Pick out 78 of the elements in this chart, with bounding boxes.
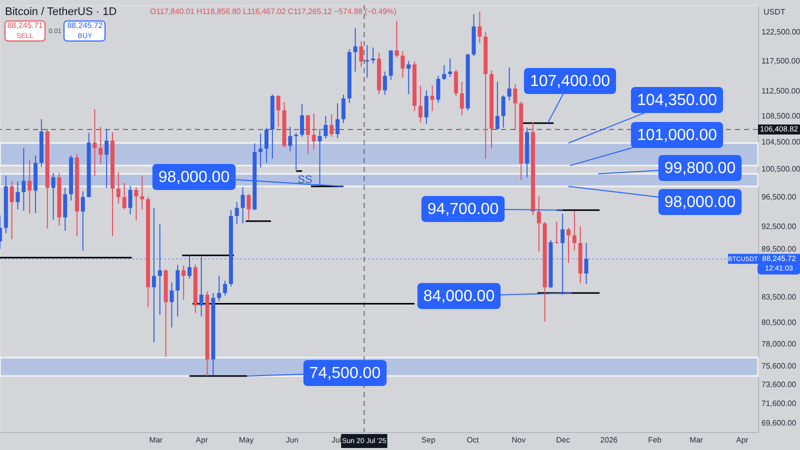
candlestick xyxy=(199,256,204,317)
candlestick xyxy=(448,58,452,78)
candlestick xyxy=(442,64,446,81)
annotation: 101,000.00 xyxy=(636,127,718,144)
candlestick xyxy=(359,40,364,68)
candlestick xyxy=(98,126,103,165)
candlestick xyxy=(424,90,428,124)
candlestick xyxy=(336,102,340,139)
candlestick xyxy=(572,210,576,252)
candlestick xyxy=(234,202,239,225)
candlestick xyxy=(584,242,588,284)
candlestick xyxy=(507,66,512,101)
candlestick xyxy=(495,81,500,130)
candlestick xyxy=(92,108,97,176)
candlestick xyxy=(80,190,85,252)
candlestick xyxy=(306,114,310,155)
candlestick xyxy=(128,185,132,215)
candlestick xyxy=(394,20,399,58)
chart-title: Bitcoin / TetherUS · 1D xyxy=(5,6,117,18)
candlestick xyxy=(51,172,56,220)
candlestick xyxy=(276,94,280,128)
candlestick xyxy=(170,282,174,328)
candlestick xyxy=(258,132,263,168)
candlestick xyxy=(454,69,458,96)
annotation: 98,000.00 xyxy=(158,169,230,186)
candlestick xyxy=(436,75,440,104)
candlestick xyxy=(152,207,156,343)
candlestick xyxy=(536,196,541,252)
candlestick xyxy=(566,227,570,264)
candlestick xyxy=(353,28,358,72)
candlestick xyxy=(501,94,506,128)
candlestick xyxy=(10,180,14,240)
candlestick xyxy=(63,187,68,232)
candlestick xyxy=(554,221,559,244)
candlestick xyxy=(176,264,180,317)
candlestick xyxy=(122,182,126,210)
candlestick xyxy=(188,254,192,279)
candlestick xyxy=(430,84,434,112)
candlestick xyxy=(382,71,387,96)
candlestick xyxy=(22,147,26,212)
annotation: 99,800.00 xyxy=(664,160,736,177)
candlestick xyxy=(318,128,322,186)
candlestick xyxy=(288,126,292,152)
candlestick xyxy=(246,194,251,220)
candlestick xyxy=(300,104,304,138)
annotation: 98,000.00 xyxy=(664,194,736,211)
annotation: 107,400.00 xyxy=(530,73,610,90)
candlestick xyxy=(104,128,109,188)
candlestick xyxy=(406,60,411,95)
candlestick xyxy=(324,116,328,140)
candlestick xyxy=(134,186,138,221)
candlestick xyxy=(330,114,334,138)
y-axis-title: USDT xyxy=(764,8,786,16)
candlestick xyxy=(116,172,120,204)
annotation: 84,000.00 xyxy=(423,288,495,305)
candlestick xyxy=(240,186,245,224)
candlestick xyxy=(560,213,565,296)
candlestick xyxy=(158,224,162,316)
candlestick xyxy=(217,275,222,302)
candlestick xyxy=(264,127,268,164)
candlestick xyxy=(182,265,186,300)
annotation: 88,245.72 xyxy=(67,21,104,30)
candlestick xyxy=(513,84,518,131)
annotation: 74,500.00 xyxy=(309,365,381,382)
candlestick xyxy=(223,280,228,296)
candlestick xyxy=(16,180,20,210)
candlestick xyxy=(478,11,482,44)
candlestick xyxy=(312,112,316,150)
candlestick xyxy=(28,160,32,214)
annotation: 88,245.71 xyxy=(7,21,44,30)
annotation: 104,350.00 xyxy=(636,92,718,109)
candlestick xyxy=(460,81,464,116)
candlestick xyxy=(418,84,422,123)
annotation: 94,700.00 xyxy=(427,201,499,218)
annotation: SS xyxy=(298,174,312,186)
candlestick xyxy=(371,47,376,64)
candlestick xyxy=(400,50,405,78)
candlestick xyxy=(341,94,346,124)
